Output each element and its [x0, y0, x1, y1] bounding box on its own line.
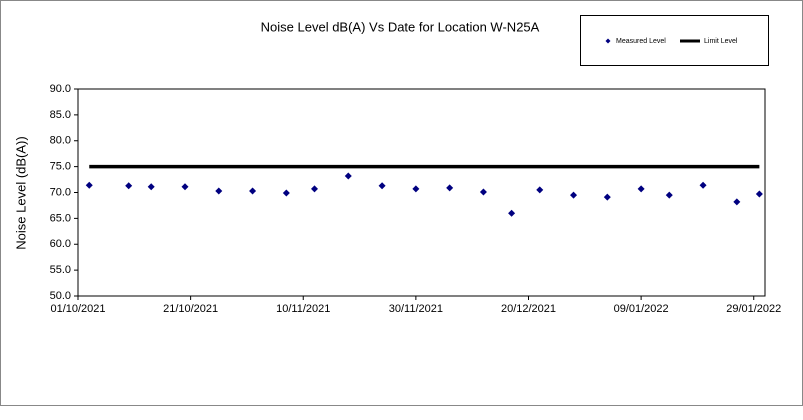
- data-point: [536, 186, 544, 194]
- data-point: [755, 190, 763, 198]
- y-axis-label: Noise Level (dB(A)): [13, 136, 28, 249]
- x-tick-label: 01/10/2021: [50, 303, 105, 315]
- x-tick-label: 29/01/2022: [726, 303, 781, 315]
- legend-box: [580, 15, 769, 66]
- y-tick-label: 65.0: [50, 212, 71, 224]
- data-point: [508, 209, 516, 217]
- data-point: [637, 185, 645, 193]
- data-point: [479, 188, 487, 196]
- data-point: [311, 185, 319, 193]
- y-tick-label: 55.0: [50, 264, 71, 276]
- legend-label: Limit Level: [704, 38, 738, 45]
- x-tick-label: 21/10/2021: [163, 303, 218, 315]
- data-point: [665, 191, 673, 199]
- data-point: [181, 183, 189, 191]
- y-tick-label: 50.0: [50, 290, 71, 302]
- chart-frame: [0, 0, 803, 406]
- data-point: [570, 191, 578, 199]
- y-tick-label: 60.0: [50, 238, 71, 250]
- x-tick-label: 09/01/2022: [614, 303, 669, 315]
- data-point: [125, 182, 133, 190]
- data-point: [282, 189, 290, 197]
- y-tick-label: 85.0: [50, 109, 71, 121]
- data-point: [147, 183, 155, 191]
- legend-swatch: [605, 38, 611, 44]
- data-point: [378, 182, 386, 190]
- x-tick-label: 10/11/2021: [276, 303, 330, 315]
- data-point: [446, 184, 454, 192]
- y-tick-label: 75.0: [50, 161, 71, 173]
- data-point: [85, 181, 93, 189]
- data-point: [412, 185, 420, 193]
- data-point: [215, 187, 223, 195]
- y-tick-label: 70.0: [50, 186, 71, 198]
- chart-title: Noise Level dB(A) Vs Date for Location W…: [261, 19, 540, 34]
- legend-label: Measured Level: [616, 38, 666, 45]
- x-tick-label: 30/11/2021: [389, 303, 443, 315]
- x-tick-label: 20/12/2021: [501, 303, 556, 315]
- y-tick-label: 80.0: [50, 135, 71, 147]
- y-tick-label: 90.0: [50, 83, 71, 95]
- data-point: [603, 193, 611, 201]
- data-point: [733, 198, 741, 206]
- data-point: [699, 181, 707, 189]
- data-point: [344, 172, 352, 180]
- data-point: [249, 187, 257, 195]
